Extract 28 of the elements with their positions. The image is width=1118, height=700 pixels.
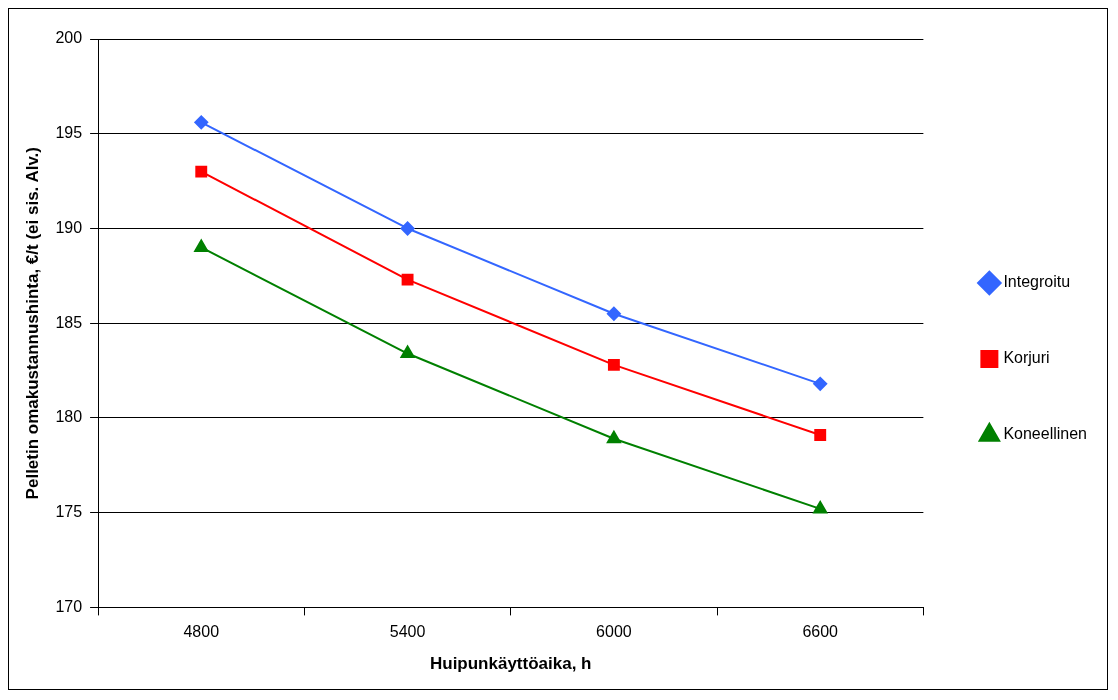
point (813, 500, 828, 514)
point (401, 273, 414, 286)
point (194, 239, 209, 252)
y-tick-label: 195 (55, 124, 83, 142)
point (400, 221, 415, 236)
point (813, 376, 828, 391)
point (606, 430, 621, 444)
point (400, 345, 415, 359)
y-tick-label: 185 (55, 313, 83, 331)
y-tick-label: 180 (55, 408, 83, 426)
y-tick-label: 200 (55, 29, 83, 47)
x-axis-title: Huipunkäyttöaika, h (429, 654, 592, 674)
x-tick-label: 6000 (596, 623, 632, 641)
legend-label: Korjuri (1003, 349, 1050, 367)
y-tick-label: 190 (55, 218, 83, 236)
point (814, 429, 827, 441)
x-tick-label: 6600 (802, 623, 839, 641)
x-tick-label: 5400 (389, 623, 426, 641)
point (606, 306, 621, 321)
point (607, 358, 620, 371)
legend-label: Koneellinen (1003, 425, 1087, 443)
point (194, 115, 209, 130)
legend-label: Integroitu (1003, 273, 1071, 291)
y-axis-title: Pelletin omakustannushinta, €/t (ei sis. Alv.) (22, 147, 42, 500)
x-tick-label: 4800 (183, 623, 220, 641)
point (195, 165, 208, 178)
y-tick-label: 170 (55, 597, 83, 615)
y-tick-label: 175 (55, 503, 83, 521)
